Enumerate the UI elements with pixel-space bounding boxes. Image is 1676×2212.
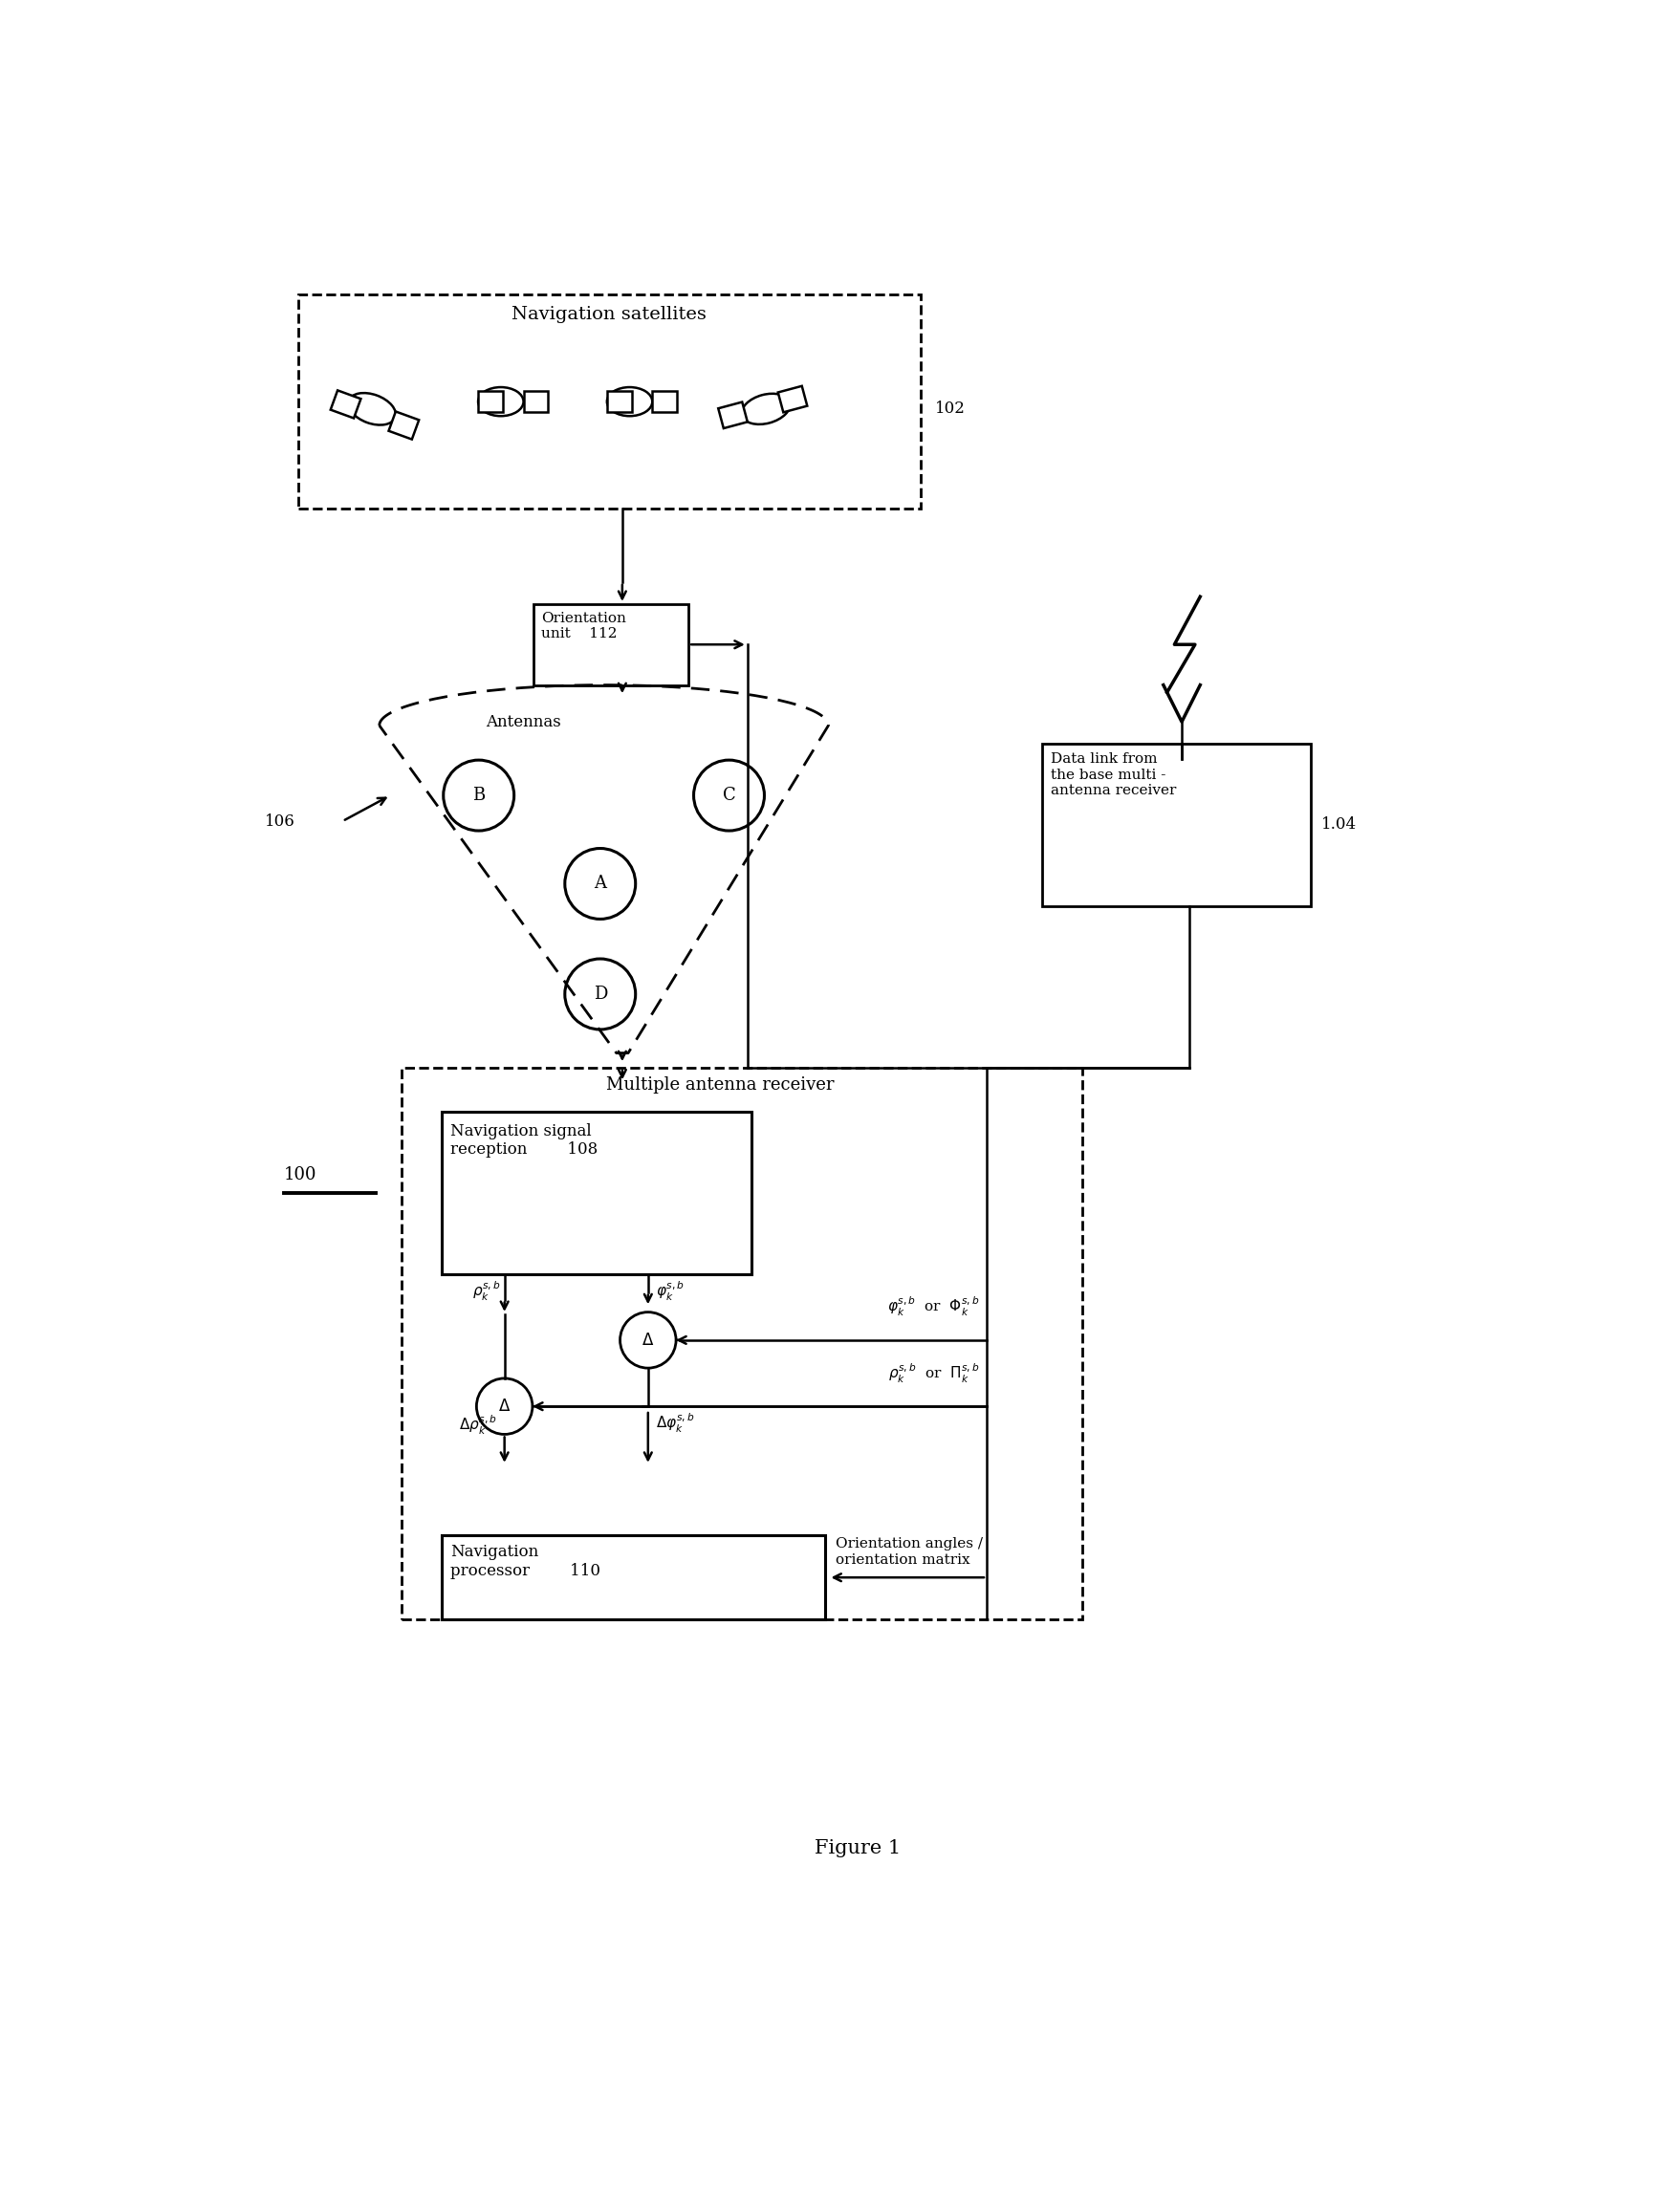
Text: Navigation
processor        110: Navigation processor 110 xyxy=(451,1544,600,1579)
Text: C: C xyxy=(722,787,736,803)
Circle shape xyxy=(694,761,764,832)
Bar xyxy=(330,389,360,418)
Text: D: D xyxy=(593,987,607,1002)
Circle shape xyxy=(476,1378,533,1433)
Text: $\rho_k^{s,b}$  or  $\Pi_k^{s,b}$: $\rho_k^{s,b}$ or $\Pi_k^{s,b}$ xyxy=(888,1363,979,1385)
Circle shape xyxy=(565,958,635,1029)
Text: $\Delta$: $\Delta$ xyxy=(642,1332,654,1349)
Text: Navigation satellites: Navigation satellites xyxy=(511,305,707,323)
Bar xyxy=(778,387,808,411)
Text: Orientation angles /
orientation matrix: Orientation angles / orientation matrix xyxy=(836,1537,984,1566)
Text: 1.04: 1.04 xyxy=(1322,816,1358,834)
Bar xyxy=(523,392,548,411)
Text: 100: 100 xyxy=(283,1166,317,1183)
Text: B: B xyxy=(473,787,484,803)
Text: Data link from
the base multi -
antenna receiver: Data link from the base multi - antenna … xyxy=(1051,752,1177,796)
Ellipse shape xyxy=(742,394,789,425)
Bar xyxy=(652,392,677,411)
Text: $\Delta$: $\Delta$ xyxy=(498,1398,511,1416)
Bar xyxy=(402,1068,1083,1619)
Bar xyxy=(389,411,419,440)
Circle shape xyxy=(620,1312,675,1367)
Text: $\rho_k^{s,b}$: $\rho_k^{s,b}$ xyxy=(473,1281,501,1303)
Text: $\Delta\rho_k^{s,b}$: $\Delta\rho_k^{s,b}$ xyxy=(459,1413,498,1438)
Bar xyxy=(442,1113,751,1274)
Ellipse shape xyxy=(607,387,652,416)
Ellipse shape xyxy=(478,387,523,416)
Bar xyxy=(298,294,920,509)
Circle shape xyxy=(444,761,515,832)
Bar xyxy=(1042,743,1311,905)
Text: Orientation
unit    112: Orientation unit 112 xyxy=(541,611,627,639)
Text: 102: 102 xyxy=(935,400,965,418)
Text: Multiple antenna receiver: Multiple antenna receiver xyxy=(605,1077,835,1093)
Text: 106: 106 xyxy=(265,814,295,830)
Bar xyxy=(478,392,503,411)
Text: Navigation signal
reception        108: Navigation signal reception 108 xyxy=(451,1124,598,1157)
Text: Antennas: Antennas xyxy=(486,714,561,730)
Ellipse shape xyxy=(349,394,396,425)
Text: $\varphi_k^{s,b}$: $\varphi_k^{s,b}$ xyxy=(655,1281,684,1303)
Bar xyxy=(442,1535,825,1619)
Bar xyxy=(535,604,689,686)
Bar xyxy=(607,392,632,411)
Text: Figure 1: Figure 1 xyxy=(815,1838,902,1858)
Circle shape xyxy=(565,849,635,918)
Text: $\varphi_k^{s,b}$  or  $\Phi_k^{s,b}$: $\varphi_k^{s,b}$ or $\Phi_k^{s,b}$ xyxy=(887,1296,979,1318)
Bar xyxy=(719,403,747,429)
Text: $\Delta\varphi_k^{s,b}$: $\Delta\varphi_k^{s,b}$ xyxy=(655,1411,694,1436)
Text: A: A xyxy=(593,876,607,891)
